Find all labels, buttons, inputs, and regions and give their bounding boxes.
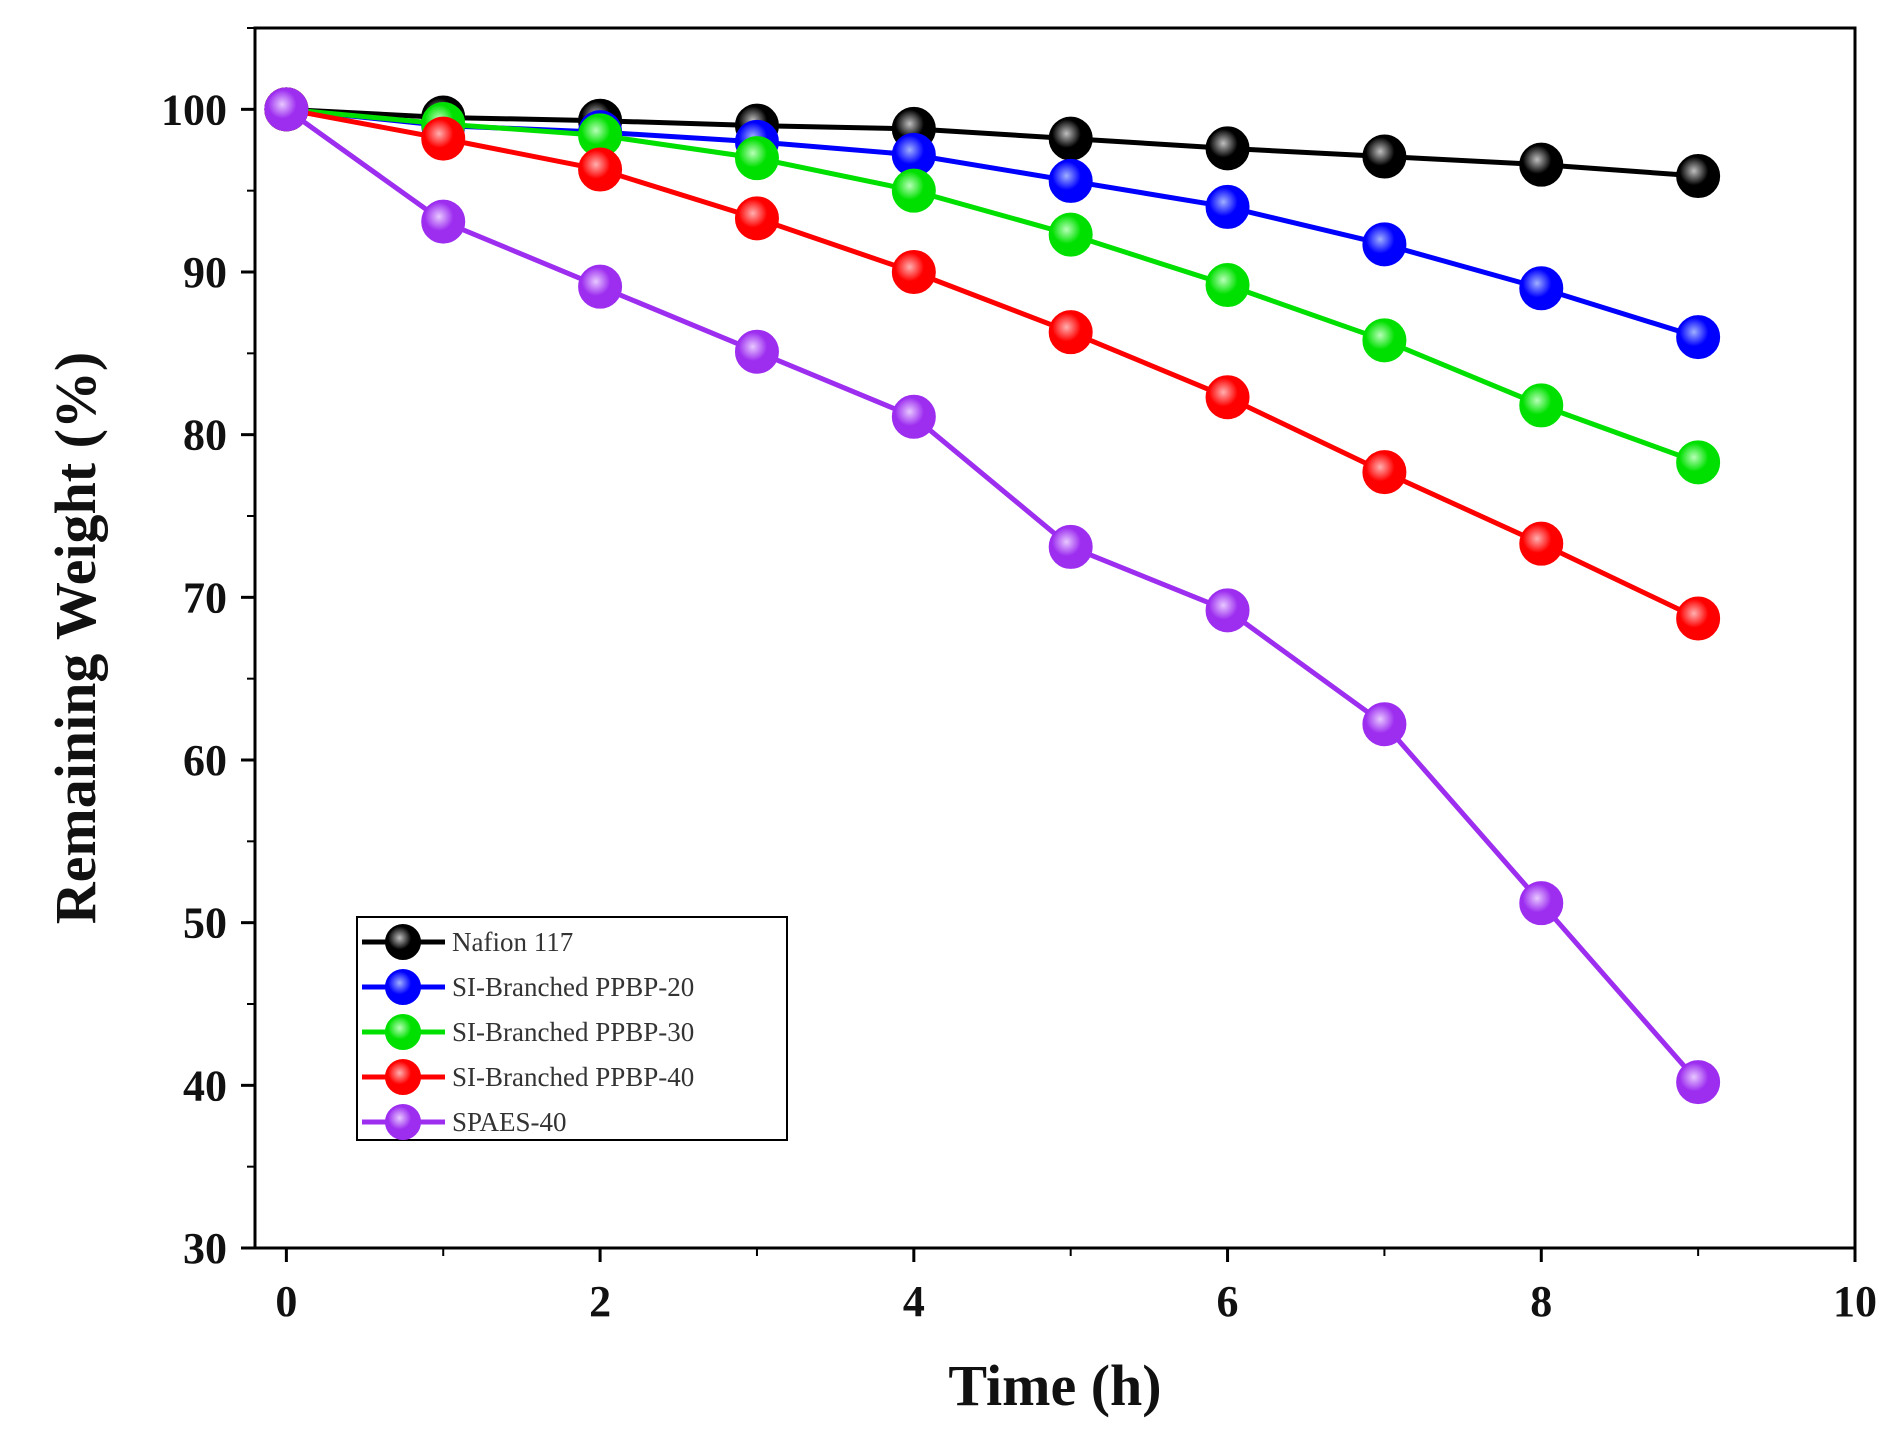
- series-0: [264, 87, 1721, 199]
- legend-marker: [385, 1059, 421, 1095]
- y-tick-label: 40: [183, 1061, 227, 1110]
- data-point: [1048, 116, 1093, 161]
- data-point: [1519, 881, 1564, 926]
- data-point: [578, 264, 623, 309]
- y-tick-label: 30: [183, 1224, 227, 1273]
- y-tick-label: 70: [183, 573, 227, 622]
- legend-marker: [385, 1014, 421, 1050]
- series-line: [285, 106, 1700, 621]
- data-point: [734, 136, 779, 181]
- data-point: [1519, 266, 1564, 311]
- data-point: [421, 116, 466, 161]
- data-point: [1519, 142, 1564, 187]
- data-point: [1362, 450, 1407, 495]
- series-line: [286, 106, 1699, 179]
- data-point: [1048, 212, 1093, 257]
- legend-label: SI-Branched PPBP-30: [452, 1017, 694, 1047]
- y-tick-label: 100: [161, 85, 227, 134]
- legend-label: SPAES-40: [452, 1107, 567, 1137]
- data-point: [421, 199, 466, 244]
- data-point: [1362, 702, 1407, 747]
- data-point: [1048, 310, 1093, 355]
- legend-label: Nafion 117: [452, 927, 573, 957]
- data-point: [1676, 596, 1721, 641]
- data-point: [1362, 134, 1407, 179]
- data-point: [1676, 440, 1721, 485]
- series-2: [264, 87, 1721, 485]
- x-tick-label: 6: [1217, 1277, 1239, 1326]
- x-tick-label: 2: [589, 1277, 611, 1326]
- y-tick-label: 80: [183, 411, 227, 460]
- x-tick-label: 4: [903, 1277, 925, 1326]
- data-point: [734, 329, 779, 374]
- y-tick-label: 50: [183, 899, 227, 948]
- y-tick-label: 90: [183, 248, 227, 297]
- tick-labels: 0 2 4 6 8 10 30 40 50 60 70 80 90 100: [161, 85, 1877, 1326]
- data-point: [1362, 222, 1407, 267]
- series-line: [286, 106, 1699, 465]
- x-tick-label: 8: [1530, 1277, 1552, 1326]
- legend-marker: [385, 924, 421, 960]
- data-point: [1205, 588, 1250, 633]
- data-point: [891, 250, 936, 294]
- x-tick-label: 0: [275, 1277, 297, 1326]
- series-4: [264, 87, 1721, 1105]
- data-point: [1205, 184, 1250, 229]
- data-point: [1205, 263, 1250, 308]
- data-point: [1048, 158, 1093, 203]
- legend-label: SI-Branched PPBP-20: [452, 972, 694, 1002]
- data-point: [1676, 315, 1721, 360]
- legend: Nafion 117 SI-Branched PPBP-20 SI-Branched…: [356, 916, 788, 1141]
- data-point: [1362, 318, 1407, 363]
- data-point: [1676, 154, 1721, 199]
- y-tick-label: 60: [183, 736, 227, 785]
- data-point: [891, 168, 936, 213]
- legend-box: [356, 916, 788, 1141]
- data-point: [734, 196, 779, 241]
- legend-marker: [385, 969, 421, 1005]
- data-point: [1205, 375, 1250, 420]
- legend-label: SI-Branched PPBP-40: [452, 1062, 694, 1092]
- series-line: [284, 107, 1701, 1084]
- y-axis-title: Remaining Weight (%): [43, 352, 108, 925]
- data-point: [578, 147, 623, 192]
- data-point: [1519, 383, 1564, 428]
- data-point: [1519, 521, 1564, 566]
- axis-ticks: [241, 27, 1857, 1262]
- data-point: [1048, 524, 1093, 569]
- plot-frame: [253, 26, 1857, 1250]
- data-point: [264, 87, 309, 132]
- data-point: [891, 394, 936, 439]
- legend-marker: [385, 1104, 421, 1140]
- data-point: [1676, 1060, 1721, 1105]
- x-axis-title: Time (h): [948, 1353, 1161, 1418]
- data-point: [1205, 126, 1250, 171]
- series-layer: [264, 87, 1721, 1105]
- series-3: [264, 87, 1721, 641]
- x-tick-label: 10: [1833, 1277, 1877, 1326]
